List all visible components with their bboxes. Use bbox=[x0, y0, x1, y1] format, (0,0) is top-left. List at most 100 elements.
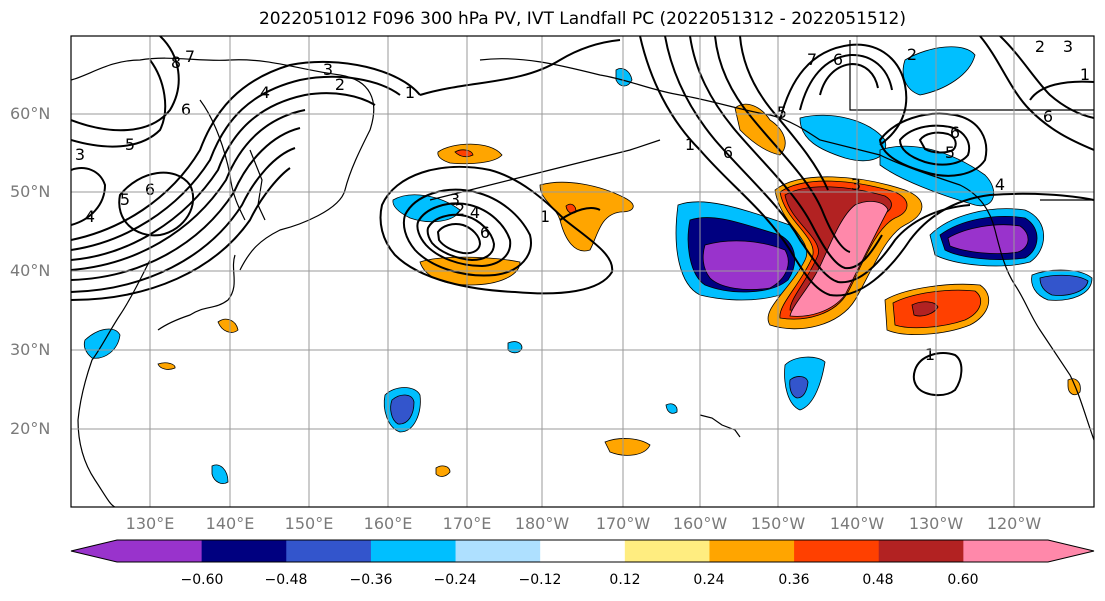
contour-label: 1 bbox=[925, 345, 935, 364]
colorbar-outline bbox=[70, 539, 1095, 563]
contour-label: 6 bbox=[1043, 107, 1053, 126]
korea-china-coast bbox=[77, 259, 151, 507]
contour-central-low-2 bbox=[402, 188, 532, 277]
contour-label: 4 bbox=[260, 83, 270, 102]
contour-label: 8 bbox=[171, 53, 181, 72]
negative-anomaly-small-4 bbox=[665, 403, 678, 414]
contour-west-7 bbox=[71, 167, 291, 301]
positive-anomaly-central-max bbox=[789, 200, 889, 317]
positive-anomaly-subtropical bbox=[604, 438, 651, 456]
negative-anomaly-small-2 bbox=[211, 464, 229, 484]
contour-arctic bbox=[419, 39, 621, 96]
figure-title: 2022051012 F096 300 hPa PV, IVT Landfall… bbox=[258, 9, 906, 29]
lon-label-160w: 160°W bbox=[672, 514, 728, 533]
contour-label: 4 bbox=[470, 203, 480, 222]
negative-anomaly-max-nw-coast bbox=[947, 224, 1029, 254]
lon-label-130e: 130°E bbox=[125, 514, 175, 533]
contour-label: 7 bbox=[807, 50, 817, 69]
contour-label: 2 bbox=[335, 75, 345, 94]
colorbar-segment bbox=[624, 540, 710, 562]
contour-label: 5 bbox=[945, 143, 955, 162]
north-america-coast bbox=[879, 154, 1094, 441]
colorbar-segment bbox=[963, 540, 1049, 562]
contour-west-6 bbox=[71, 147, 296, 293]
lat-label-50n: 50°N bbox=[10, 182, 51, 201]
colorbar-segment bbox=[878, 540, 964, 562]
contour-west-1 bbox=[71, 60, 421, 241]
contour-label: 1 bbox=[540, 207, 550, 226]
contour-east-ridge-1 bbox=[779, 43, 908, 146]
positive-anomaly-kamchatka-core bbox=[454, 149, 474, 158]
colorbar-segment bbox=[286, 540, 372, 562]
lon-label-160e: 160°E bbox=[363, 514, 413, 533]
contour-label: 3 bbox=[851, 175, 861, 194]
contour-west-4 bbox=[71, 109, 306, 271]
negative-anomaly-subtropical-1-core bbox=[390, 394, 415, 425]
colorbar-tick-label: 0.48 bbox=[862, 572, 894, 588]
lat-label-60n: 60°N bbox=[10, 104, 51, 123]
contour-label: 1 bbox=[1080, 65, 1090, 84]
contour-label: 5 bbox=[777, 103, 787, 122]
contour-west-10 bbox=[118, 171, 195, 237]
lon-label-130w: 130°W bbox=[908, 514, 964, 533]
contour-east-trough-5 bbox=[739, 36, 829, 191]
colorbar-tick-label: 0.60 bbox=[947, 572, 979, 588]
contour-label: 6 bbox=[833, 50, 843, 69]
contour-label: 2 bbox=[907, 45, 917, 64]
contour-label: 6 bbox=[950, 123, 960, 142]
colorbar-tick-label: 0.24 bbox=[693, 572, 725, 588]
positive-anomaly-small-3 bbox=[157, 362, 176, 370]
lat-label-30n: 30°N bbox=[10, 340, 51, 359]
colorbar-tick-label: −0.12 bbox=[518, 572, 562, 588]
contour-west-9 bbox=[71, 59, 167, 148]
colorbar-segment bbox=[540, 540, 626, 562]
contour-central-low-4 bbox=[426, 213, 496, 262]
negative-anomaly-north-canada bbox=[902, 46, 976, 96]
contour-nw-canada-1 bbox=[878, 112, 988, 177]
contour-east-ridge-2 bbox=[799, 53, 893, 111]
contour-label: 2 bbox=[455, 200, 465, 219]
colorbar-extend-low bbox=[71, 540, 117, 562]
contour-west-2 bbox=[71, 75, 401, 251]
contour-mid-ridge bbox=[559, 207, 601, 221]
colorbar-segment bbox=[794, 540, 880, 562]
colorbar-segment bbox=[117, 540, 203, 562]
positive-anomaly-small-2 bbox=[435, 465, 451, 477]
hawaii bbox=[699, 414, 741, 438]
contour-west-5 bbox=[71, 127, 301, 281]
lon-label-170e: 170°E bbox=[442, 514, 492, 533]
contour-labels: 8 7 6 5 4 3 2 1 3 2 1 4 6 5 6 3 4 6 1 7 … bbox=[75, 37, 1090, 364]
contour-label: 6 bbox=[181, 100, 191, 119]
colorbar-segment bbox=[201, 540, 287, 562]
contour-label: 5 bbox=[125, 135, 135, 154]
lon-label-140e: 140°E bbox=[205, 514, 255, 533]
contour-label: 6 bbox=[480, 223, 490, 242]
lon-label-170w: 170°W bbox=[595, 514, 651, 533]
lat-label-20n: 20°N bbox=[10, 419, 51, 438]
lon-label-150e: 150°E bbox=[284, 514, 334, 533]
colorbar-tick-label: −0.24 bbox=[433, 572, 477, 588]
contour-label: 3 bbox=[450, 190, 460, 209]
contour-east-trough-1 bbox=[639, 36, 1094, 297]
map-area: 8 7 6 5 4 3 2 1 3 2 1 4 6 5 6 3 4 6 1 7 … bbox=[71, 36, 1094, 507]
contour-north-canada bbox=[979, 36, 1094, 151]
asia-coast bbox=[71, 57, 375, 271]
pv-contours bbox=[71, 36, 1094, 396]
contour-east-trough-4 bbox=[714, 36, 851, 253]
negative-anomaly-subtropical-2-core bbox=[789, 376, 809, 399]
japan bbox=[157, 254, 236, 331]
contour-west-3 bbox=[71, 92, 376, 261]
colorbar-segment bbox=[709, 540, 795, 562]
contour-label: 4 bbox=[85, 207, 95, 226]
contour-central-low-3 bbox=[416, 202, 512, 268]
negative-anomaly-small-1 bbox=[507, 341, 523, 354]
gridlines bbox=[71, 36, 1094, 507]
positive-anomaly-small-1 bbox=[217, 318, 239, 333]
colorbar-tick-label: 0.12 bbox=[609, 572, 641, 588]
colorbar-segment bbox=[455, 540, 541, 562]
lon-label-150w: 150°W bbox=[750, 514, 806, 533]
contour-east-ridge-3 bbox=[819, 62, 879, 96]
colorbar-tick-label: −0.36 bbox=[349, 572, 393, 588]
contour-central-low-1 bbox=[379, 166, 614, 295]
